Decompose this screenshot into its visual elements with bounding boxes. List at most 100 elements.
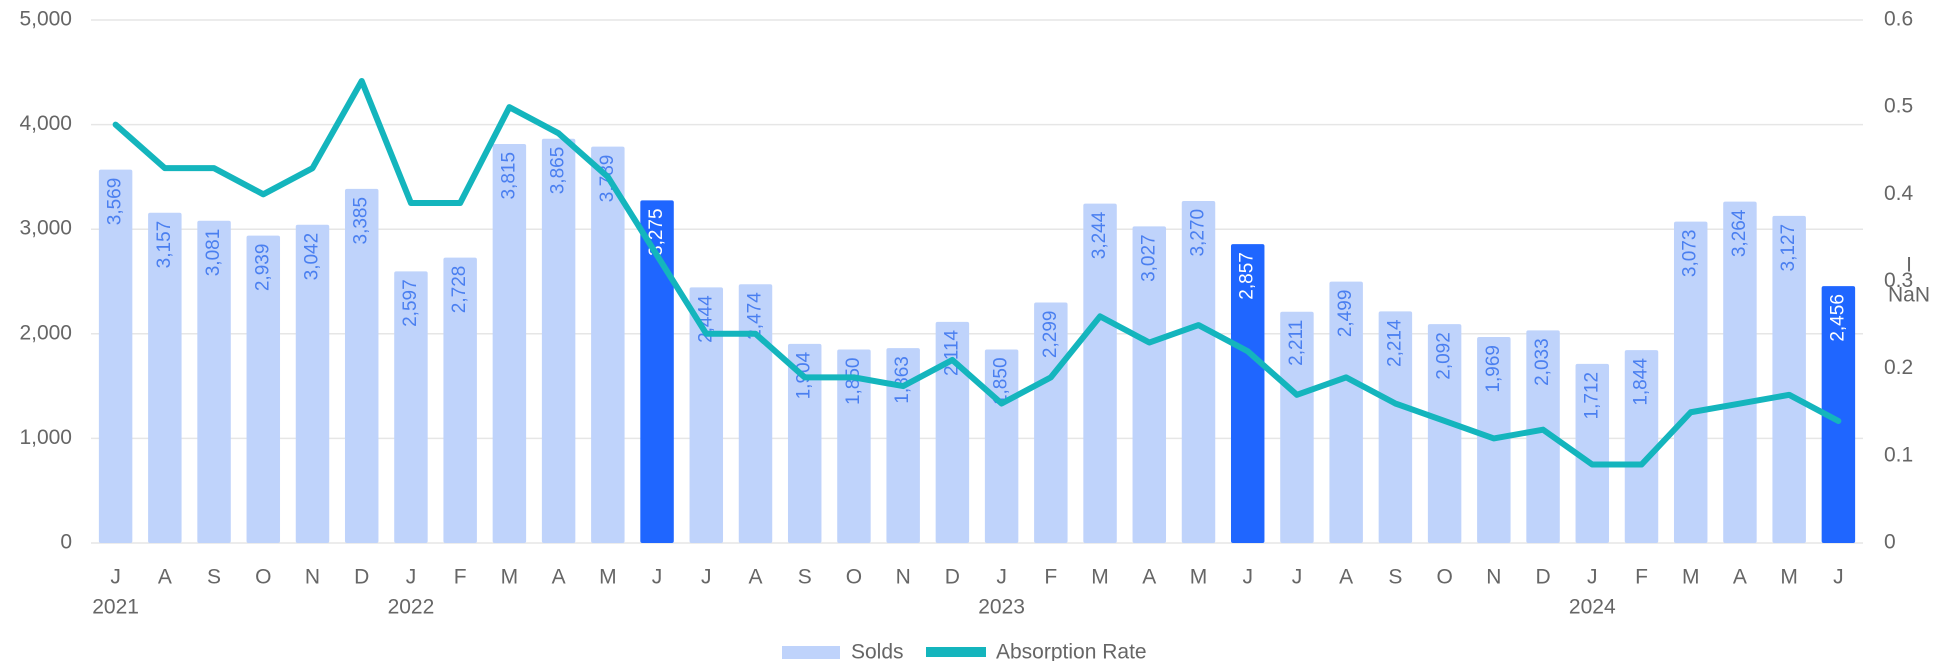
bar: [492, 143, 527, 544]
bar: [1280, 311, 1314, 543]
data-label: 1,712: [1581, 372, 1602, 420]
bar: [1821, 286, 1856, 543]
y2-tick-label: 0.5: [1884, 95, 1913, 118]
data-label: 2,092: [1434, 332, 1455, 380]
data-label: 3,264: [1729, 209, 1750, 257]
legend-swatch: [782, 646, 840, 659]
bar: [640, 200, 674, 543]
line: [112, 78, 1842, 468]
x-tick-label: F: [454, 566, 467, 589]
x-tick-label: A: [158, 566, 172, 589]
data-label: 1,969: [1483, 345, 1504, 393]
data-label: 3,027: [1138, 234, 1159, 282]
legend-label: Solds: [851, 641, 904, 661]
bar: [1181, 200, 1216, 543]
bar: [344, 188, 379, 543]
y2-axis-label: NaN: [1888, 284, 1930, 307]
data-label: 2,211: [1286, 320, 1307, 366]
legend-label: Absorption Rate: [996, 641, 1147, 661]
x-tick-label: D: [945, 566, 960, 589]
bar: [246, 235, 281, 543]
y2-tick-label: 0.1: [1884, 443, 1913, 466]
bar: [1230, 244, 1265, 543]
data-label: 2,299: [1040, 311, 1061, 359]
data-label: 3,157: [154, 221, 175, 269]
bar: [738, 284, 773, 543]
x-group-label: 2022: [388, 596, 435, 619]
x-tick-label: S: [1388, 566, 1402, 589]
x-tick-label: A: [1339, 566, 1353, 589]
bar: [394, 271, 428, 543]
y2-axis-label: I: [1906, 254, 1912, 277]
x-tick-label: M: [1091, 566, 1109, 589]
y2-tick-label: 0.4: [1884, 182, 1914, 205]
y-tick-label: 2,000: [19, 321, 72, 344]
x-tick-label: A: [552, 566, 566, 589]
x-tick-label: J: [110, 566, 121, 589]
x-tick-label: D: [1535, 566, 1550, 589]
x-tick-label: J: [1587, 566, 1598, 589]
x-tick-label: A: [1733, 566, 1747, 589]
x-group-label: 2024: [1569, 596, 1616, 619]
data-label: 1,844: [1631, 358, 1652, 406]
x-tick-label: N: [896, 566, 911, 589]
data-label: 2,597: [400, 279, 421, 327]
x-tick-label: O: [1436, 566, 1452, 589]
y2-tick-label: 0.3: [1884, 269, 1913, 292]
bar: [1329, 281, 1363, 543]
data-label: 3,073: [1680, 230, 1701, 278]
data-label: 3,569: [105, 178, 126, 226]
data-label: 3,042: [302, 233, 323, 281]
data-label: 3,385: [351, 197, 372, 245]
x-tick-label: D: [354, 566, 369, 589]
bar: [1624, 350, 1659, 543]
data-label: 2,728: [449, 266, 470, 314]
data-label: 2,214: [1384, 319, 1405, 367]
data-label: 3,275: [646, 208, 667, 256]
bar: [295, 224, 330, 543]
x-tick-label: J: [652, 566, 663, 589]
bar: [591, 146, 625, 543]
bar: [541, 138, 576, 543]
x-tick-label: F: [1635, 566, 1648, 589]
x-tick-label: M: [1682, 566, 1700, 589]
bar: [1575, 363, 1610, 543]
data-label: 3,081: [203, 229, 224, 277]
x-tick-label: N: [305, 566, 320, 589]
x-tick-label: M: [501, 566, 519, 589]
x-tick-label: J: [1833, 566, 1844, 589]
bar: [689, 287, 724, 543]
x-group-label: 2021: [92, 596, 139, 619]
y2-tick-label: 0.6: [1884, 8, 1913, 31]
data-label: 3,244: [1089, 211, 1110, 259]
y-tick-label: 5,000: [19, 8, 72, 31]
bar: [1673, 221, 1708, 543]
x-tick-label: S: [798, 566, 812, 589]
data-label: 3,865: [548, 147, 569, 195]
bar: [1132, 226, 1167, 543]
x-tick-label: N: [1486, 566, 1501, 589]
y2-tick-label: 0: [1884, 531, 1896, 554]
bar: [197, 220, 231, 543]
data-label: 1,863: [892, 356, 913, 404]
x-tick-label: J: [1292, 566, 1303, 589]
x-tick-label: O: [255, 566, 271, 589]
data-label: 2,499: [1335, 290, 1356, 338]
x-tick-label: A: [748, 566, 762, 589]
data-label: 3,815: [498, 152, 519, 200]
bar: [1378, 311, 1413, 543]
bar: [1083, 203, 1117, 543]
data-label: 2,033: [1532, 338, 1553, 386]
x-tick-label: A: [1142, 566, 1156, 589]
x-tick-label: O: [846, 566, 862, 589]
y-tick-label: 4,000: [19, 112, 72, 135]
bar: [886, 348, 920, 543]
bar: [1723, 201, 1757, 543]
x-group-label: 2023: [978, 596, 1025, 619]
x-tick-label: J: [701, 566, 712, 589]
bar: [1427, 324, 1462, 543]
y-tick-label: 3,000: [19, 217, 72, 240]
y-tick-label: 1,000: [19, 426, 72, 449]
x-tick-label: S: [207, 566, 221, 589]
